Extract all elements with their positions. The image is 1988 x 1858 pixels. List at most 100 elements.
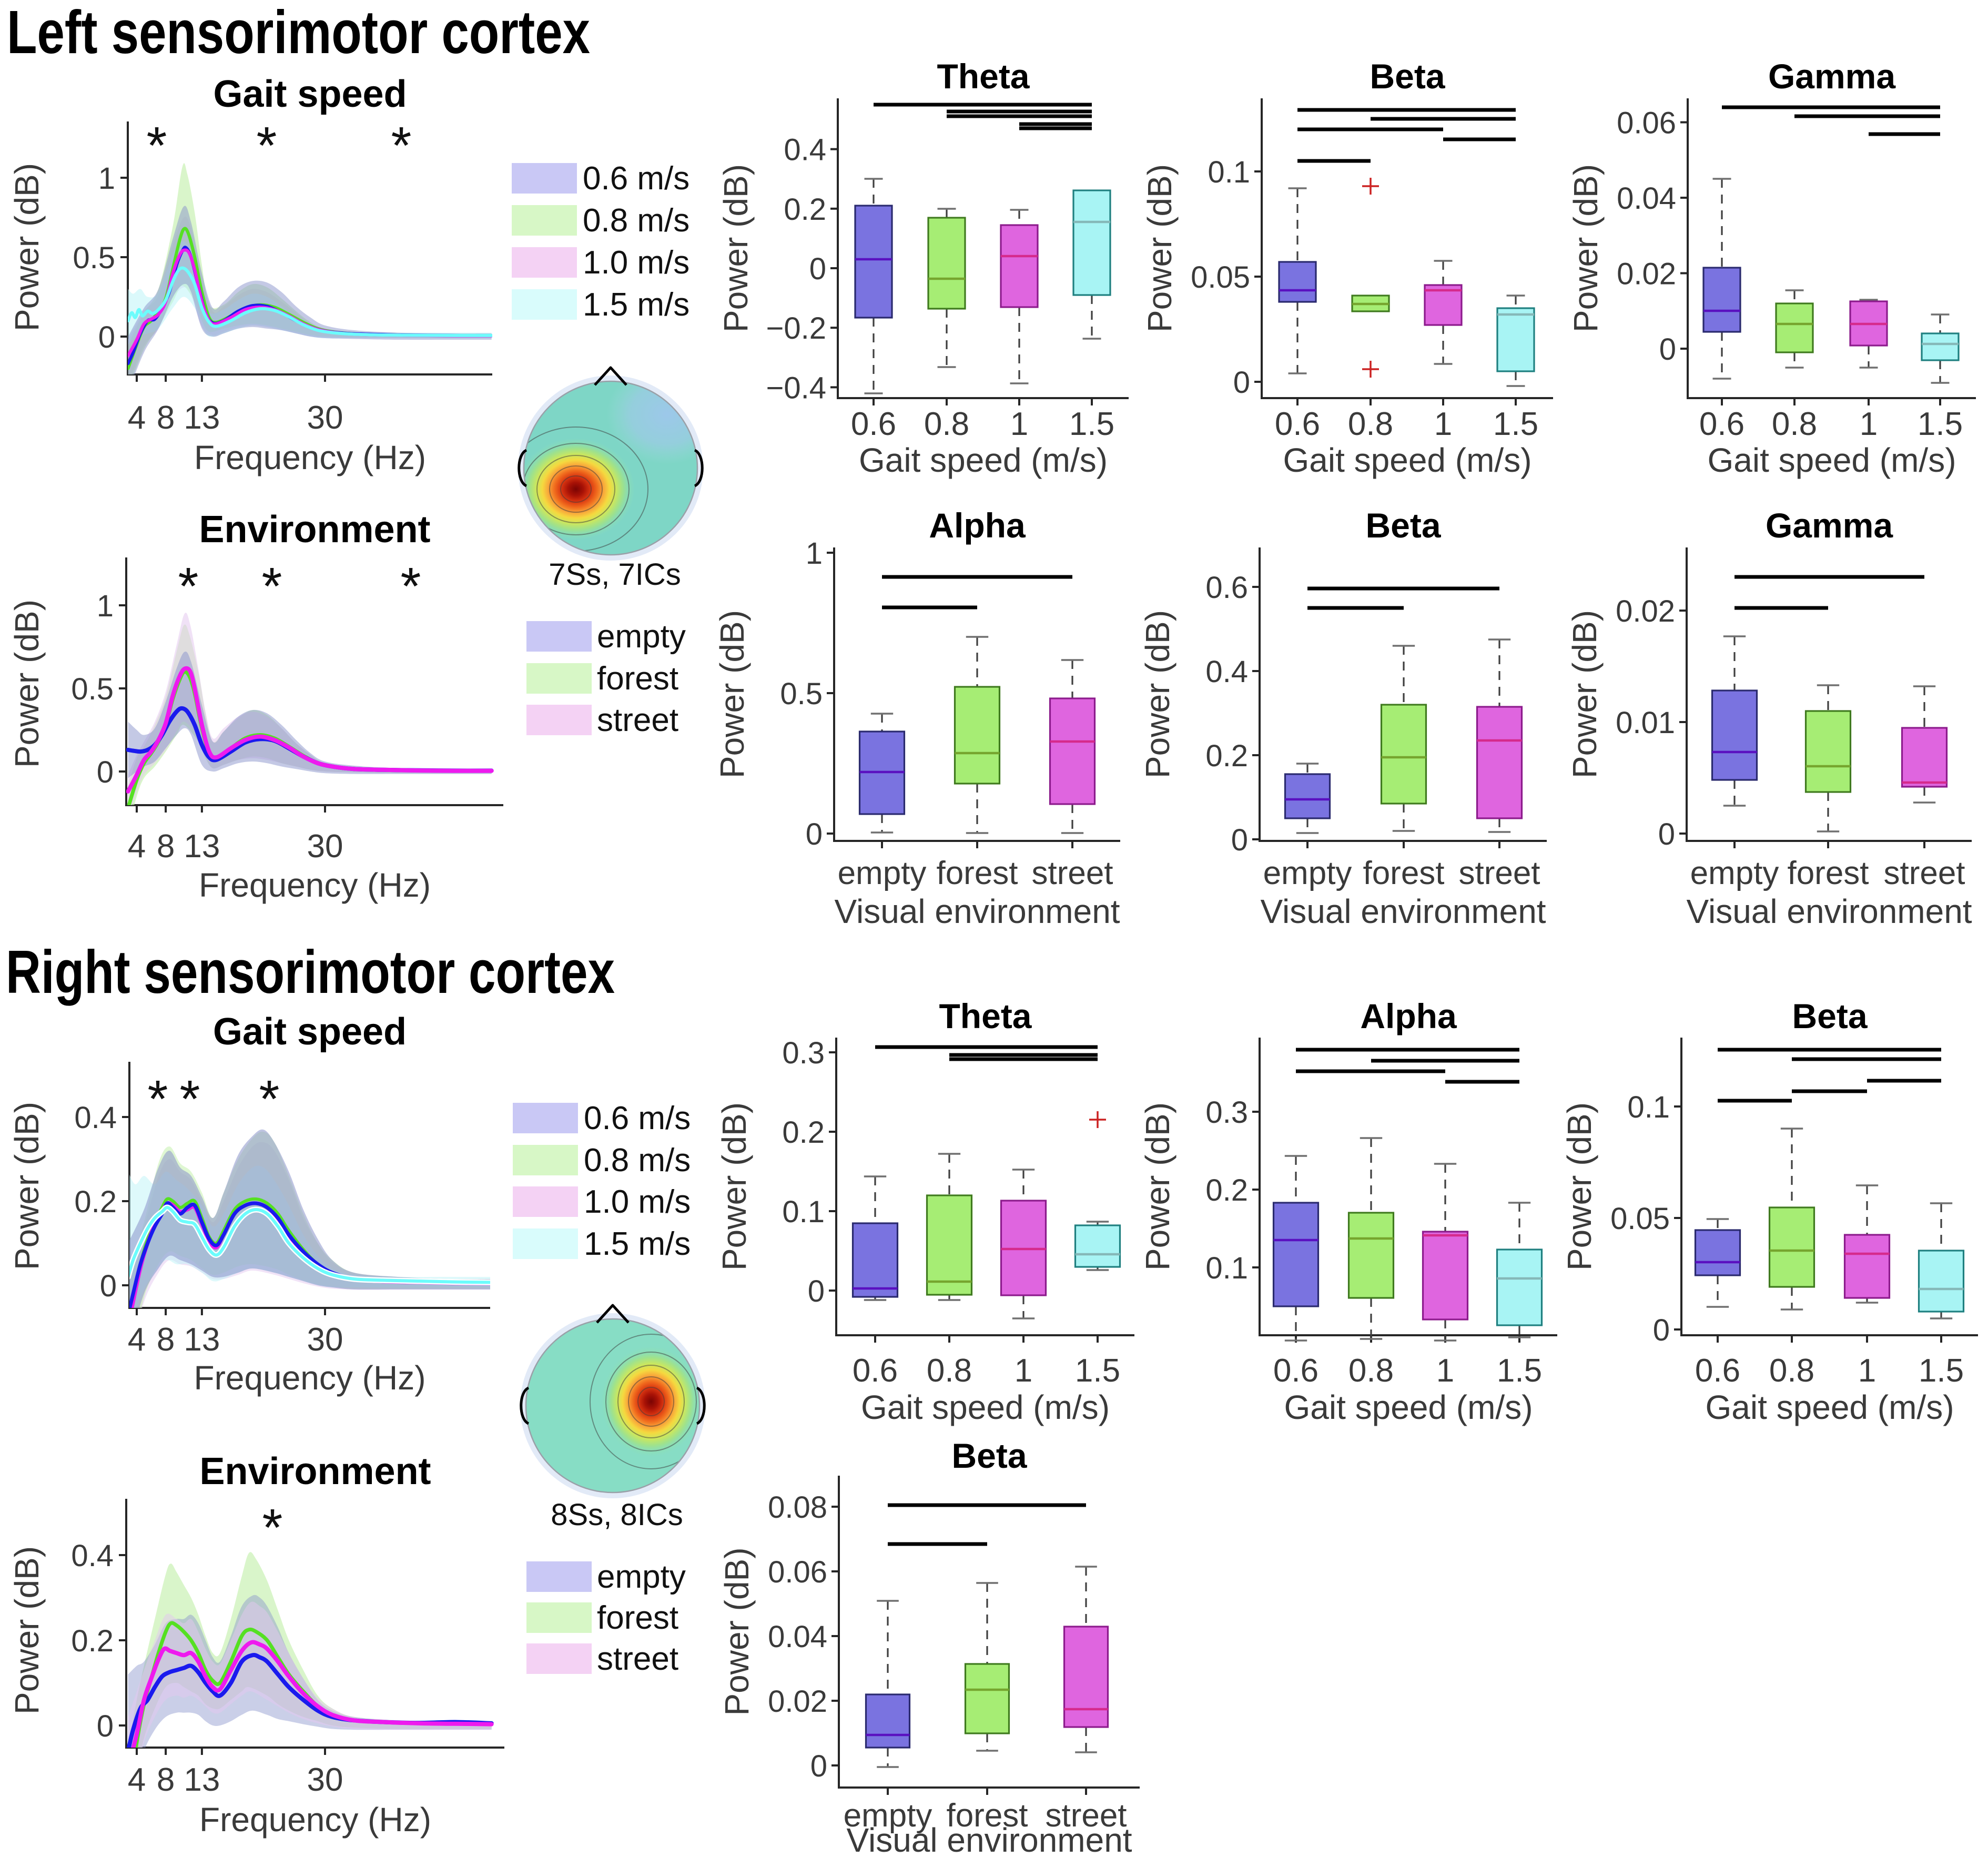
svg-text:Power (dB): Power (dB) (1141, 164, 1179, 332)
svg-text:Visual environment: Visual environment (1686, 892, 1972, 930)
svg-text:4: 4 (128, 1762, 146, 1798)
svg-text:forest: forest (597, 1600, 678, 1636)
svg-text:Power (dB): Power (dB) (8, 163, 46, 331)
svg-text:1.5: 1.5 (1493, 406, 1538, 442)
svg-text:street: street (1031, 855, 1113, 891)
svg-text:1: 1 (97, 589, 114, 623)
svg-text:Alpha: Alpha (1360, 997, 1457, 1035)
svg-text:1: 1 (1010, 406, 1028, 442)
svg-text:0: 0 (1653, 1313, 1670, 1347)
svg-text:0.8: 0.8 (1772, 406, 1817, 442)
svg-text:1: 1 (1015, 1353, 1032, 1389)
svg-text:Environment: Environment (199, 509, 430, 551)
svg-text:street: street (1045, 1798, 1127, 1834)
svg-text:*: * (147, 116, 167, 175)
svg-text:0.6 m/s: 0.6 m/s (584, 1100, 691, 1136)
svg-text:Power (dB): Power (dB) (8, 1102, 46, 1270)
svg-text:0.05: 0.05 (1610, 1202, 1670, 1236)
svg-text:Alpha: Alpha (929, 506, 1026, 545)
svg-text:0.4: 0.4 (784, 133, 826, 167)
svg-text:Power (dB): Power (dB) (1139, 610, 1176, 778)
svg-text:Power (dB): Power (dB) (715, 1102, 753, 1271)
svg-text:0: 0 (98, 320, 115, 354)
svg-text:forest: forest (1363, 855, 1444, 891)
svg-text:8: 8 (157, 1762, 175, 1798)
svg-text:Gait speed (m/s): Gait speed (m/s) (861, 1388, 1110, 1426)
svg-text:1: 1 (1860, 406, 1878, 442)
svg-text:0.06: 0.06 (1617, 106, 1676, 140)
svg-text:0.05: 0.05 (1191, 260, 1250, 295)
svg-text:1: 1 (1434, 406, 1452, 442)
svg-text:Gait speed (m/s): Gait speed (m/s) (1705, 1388, 1954, 1426)
svg-text:forest: forest (597, 661, 678, 697)
svg-text:0.2: 0.2 (74, 1185, 117, 1219)
svg-text:forest: forest (1787, 855, 1869, 891)
svg-text:0.8: 0.8 (927, 1353, 972, 1389)
svg-text:forest: forest (946, 1798, 1028, 1834)
svg-text:0.4: 0.4 (1205, 655, 1248, 689)
svg-text:0.04: 0.04 (768, 1620, 827, 1654)
svg-text:Power (dB): Power (dB) (718, 1547, 756, 1715)
svg-text:0.6: 0.6 (851, 406, 896, 442)
svg-text:1.5: 1.5 (1075, 1353, 1120, 1389)
svg-text:1.5: 1.5 (1919, 1353, 1964, 1389)
svg-text:Beta: Beta (1370, 57, 1445, 96)
svg-text:0.2: 0.2 (782, 1115, 825, 1150)
svg-text:Power (dB): Power (dB) (713, 610, 751, 778)
svg-text:0.5: 0.5 (780, 677, 823, 711)
svg-text:13: 13 (184, 1762, 220, 1798)
svg-text:Power (dB): Power (dB) (8, 600, 46, 768)
svg-text:0: 0 (100, 1269, 117, 1303)
svg-text:Environment: Environment (199, 1450, 431, 1493)
svg-text:8: 8 (157, 828, 175, 865)
svg-text:13: 13 (184, 828, 220, 865)
svg-text:0.01: 0.01 (1616, 706, 1675, 740)
svg-text:0.8: 0.8 (1769, 1353, 1814, 1389)
svg-text:1.0 m/s: 1.0 m/s (584, 1184, 691, 1220)
svg-text:13: 13 (184, 1322, 220, 1358)
svg-text:Gait speed: Gait speed (213, 73, 407, 115)
svg-text:0.8: 0.8 (1348, 1353, 1394, 1389)
svg-text:street: street (597, 1641, 678, 1677)
svg-text:0.2: 0.2 (1205, 1173, 1248, 1207)
svg-text:0.6: 0.6 (1699, 406, 1744, 442)
svg-text:0.06: 0.06 (768, 1555, 827, 1589)
svg-text:0: 0 (808, 1274, 825, 1308)
svg-text:0.3: 0.3 (1205, 1095, 1248, 1130)
svg-text:0: 0 (810, 1749, 827, 1783)
svg-text:street: street (597, 702, 678, 738)
svg-text:4: 4 (128, 400, 146, 436)
svg-text:1: 1 (1858, 1353, 1876, 1389)
svg-text:0.1: 0.1 (1205, 1251, 1248, 1285)
svg-text:0.4: 0.4 (71, 1539, 114, 1573)
svg-text:0: 0 (1231, 823, 1248, 857)
svg-text:empty: empty (1263, 855, 1352, 891)
svg-text:1.5 m/s: 1.5 m/s (583, 287, 689, 323)
svg-text:Gait speed (m/s): Gait speed (m/s) (859, 441, 1108, 479)
svg-text:*: * (257, 116, 277, 175)
svg-text:empty: empty (1690, 855, 1779, 891)
svg-text:1.5: 1.5 (1497, 1353, 1542, 1389)
svg-text:1.5: 1.5 (1918, 406, 1963, 442)
svg-text:1: 1 (98, 161, 115, 196)
svg-text:0: 0 (97, 1709, 114, 1743)
svg-text:0.1: 0.1 (782, 1195, 825, 1229)
svg-text:Visual environment: Visual environment (834, 892, 1120, 930)
svg-text:7Ss, 7ICs: 7Ss, 7ICs (549, 557, 681, 592)
svg-text:0.1: 0.1 (1208, 155, 1250, 189)
svg-text:Power (dB): Power (dB) (1566, 610, 1604, 778)
svg-text:Power (dB): Power (dB) (1139, 1102, 1176, 1271)
svg-text:30: 30 (307, 400, 343, 436)
svg-text:0.2: 0.2 (784, 192, 826, 227)
svg-text:empty: empty (844, 1798, 932, 1834)
svg-text:0.02: 0.02 (1616, 594, 1675, 628)
svg-text:0.2: 0.2 (71, 1624, 114, 1658)
svg-text:0: 0 (806, 817, 823, 851)
svg-text:Frequency (Hz): Frequency (Hz) (194, 439, 426, 476)
svg-text:Power (dB): Power (dB) (1560, 1102, 1598, 1271)
svg-text:0.02: 0.02 (1617, 257, 1676, 291)
svg-text:30: 30 (307, 1322, 343, 1358)
svg-text:Gait speed (m/s): Gait speed (m/s) (1707, 441, 1956, 479)
svg-text:0: 0 (809, 252, 826, 286)
svg-text:1.0 m/s: 1.0 m/s (583, 245, 689, 281)
